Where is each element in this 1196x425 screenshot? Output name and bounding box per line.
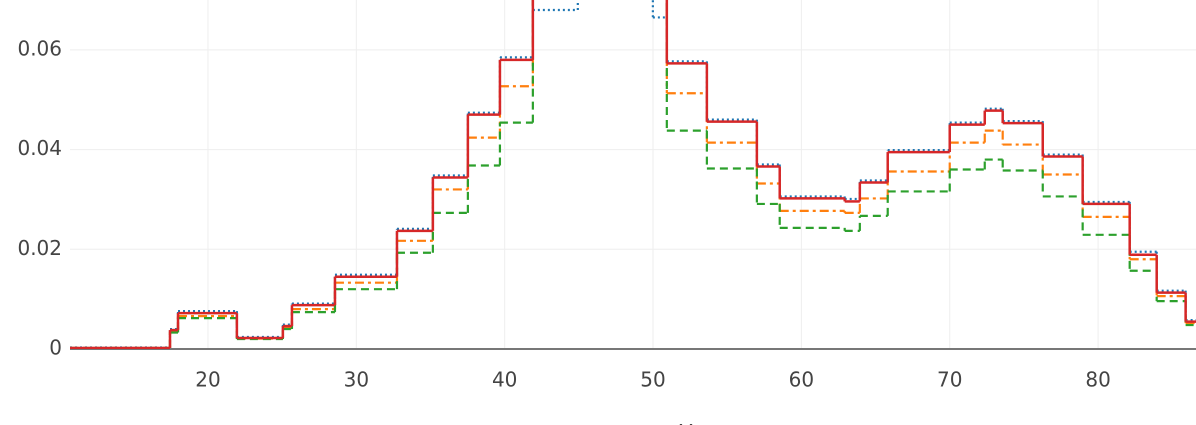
x-tick-label: 80: [1085, 368, 1110, 392]
x-tick-label: 50: [640, 368, 665, 392]
x-tick-label: 20: [195, 368, 220, 392]
x-axis-title: y: [679, 415, 693, 425]
y-tick-label: 0.06: [17, 36, 62, 60]
y-tick-label: 0.02: [17, 236, 62, 260]
x-tick-label: 70: [937, 368, 962, 392]
grid: [70, 0, 1196, 350]
x-tick-label: 40: [492, 368, 517, 392]
y-tick-label: 0: [49, 336, 62, 360]
plot-area: [70, 0, 1196, 349]
labels: 20 30 40 50 60 70 80 0 0.02 0.04 0.06: [17, 36, 1110, 391]
y-tick-label: 0.04: [17, 136, 62, 160]
x-tick-label: 30: [344, 368, 369, 392]
x-tick-label: 60: [789, 368, 814, 392]
